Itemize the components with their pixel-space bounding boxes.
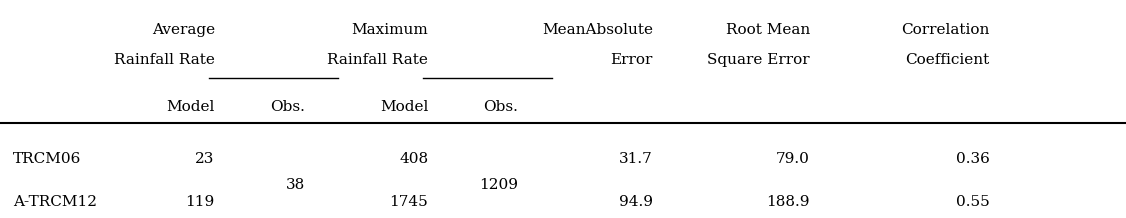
Text: 408: 408: [399, 152, 428, 166]
Text: 23: 23: [196, 152, 215, 166]
Text: Average: Average: [152, 23, 215, 37]
Text: Obs.: Obs.: [270, 100, 305, 114]
Text: 119: 119: [186, 195, 215, 209]
Text: Maximum: Maximum: [351, 23, 428, 37]
Text: 38: 38: [285, 178, 305, 192]
Text: 0.36: 0.36: [956, 152, 990, 166]
Text: Square Error: Square Error: [707, 53, 810, 67]
Text: Model: Model: [167, 100, 215, 114]
Text: MeanAbsolute: MeanAbsolute: [542, 23, 653, 37]
Text: 31.7: 31.7: [619, 152, 653, 166]
Text: Correlation: Correlation: [902, 23, 990, 37]
Text: Model: Model: [379, 100, 428, 114]
Text: Rainfall Rate: Rainfall Rate: [114, 53, 215, 67]
Text: A-TRCM12: A-TRCM12: [12, 195, 97, 209]
Text: 0.55: 0.55: [956, 195, 990, 209]
Text: Coefficient: Coefficient: [905, 53, 990, 67]
Text: Rainfall Rate: Rainfall Rate: [328, 53, 428, 67]
Text: 79.0: 79.0: [776, 152, 810, 166]
Text: 188.9: 188.9: [767, 195, 810, 209]
Text: 1745: 1745: [390, 195, 428, 209]
Text: 94.9: 94.9: [619, 195, 653, 209]
Text: TRCM06: TRCM06: [12, 152, 81, 166]
Text: Root Mean: Root Mean: [726, 23, 810, 37]
Text: Obs.: Obs.: [483, 100, 518, 114]
Text: Error: Error: [610, 53, 653, 67]
Text: 1209: 1209: [479, 178, 518, 192]
